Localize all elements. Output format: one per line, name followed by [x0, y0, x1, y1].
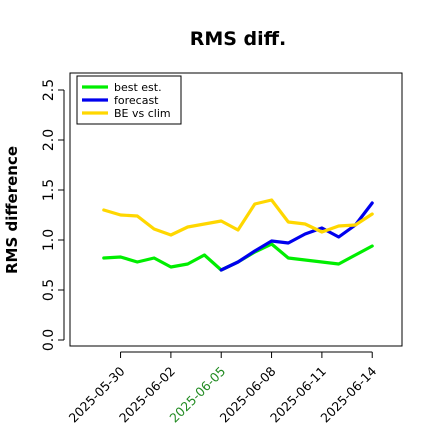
legend-label: BE vs clim [114, 107, 171, 120]
legend-label: best est. [114, 81, 162, 94]
series-line-best-est- [102, 242, 374, 272]
x-axis: 2025-05-302025-06-022025-06-052025-06-08… [66, 351, 379, 425]
y-tick-label: 2.5 [41, 79, 57, 101]
series-line-be-vs-clim [102, 198, 374, 237]
y-tick-label: 1.0 [41, 229, 57, 251]
y-tick-label: 0.5 [41, 279, 57, 301]
chart-title: RMS diff. [190, 28, 287, 50]
plot-frame [69, 72, 403, 347]
series-line-forecast [219, 201, 374, 272]
series-lines [102, 198, 374, 272]
y-tick-label: 2.0 [41, 129, 57, 151]
y-tick-label: 1.5 [41, 179, 57, 201]
y-tick-label: 0.0 [41, 329, 57, 351]
y-axis: 0.0 0.5 1.0 1.5 2.0 2.5 [41, 79, 65, 351]
legend-label: forecast [114, 94, 159, 107]
y-axis-label: RMS difference [3, 146, 21, 274]
